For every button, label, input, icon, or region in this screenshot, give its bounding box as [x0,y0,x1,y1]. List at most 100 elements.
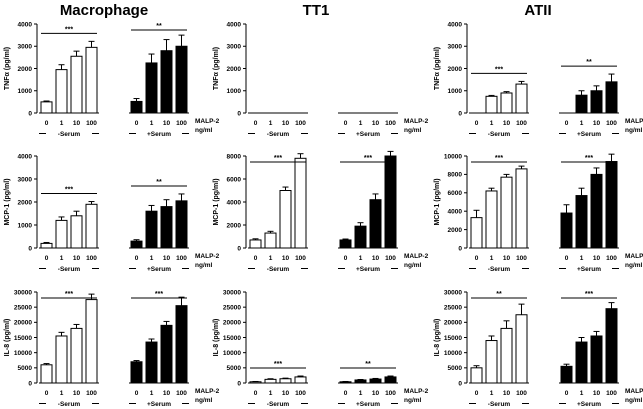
x-category-label: 10 [372,255,380,262]
significance-stars: *** [65,187,73,194]
x-category-label: 0 [475,120,479,127]
bar-serum-1 [485,95,498,114]
x-category-label: 0 [254,120,258,127]
bar-serum-1 [354,225,367,249]
bar-serum-10 [160,324,173,384]
x-category-label: 0 [254,390,258,397]
bar-serum-1 [264,232,277,249]
significance-stars: *** [585,291,593,298]
bar-serum-10 [590,173,603,249]
significance-stars: ** [496,291,502,298]
y-tick-label: 4000 [227,199,242,206]
x-category-label: 0 [344,390,348,397]
bar-serum-1 [485,190,498,249]
y-tick-label: 3000 [448,44,463,51]
bar-serum-10 [369,199,382,249]
group-label: -Serum [58,131,81,138]
group-label: +Serum [356,401,380,408]
column-title-tt1: TT1 [303,2,330,19]
y-tick-label: 0 [237,110,241,117]
y-tick-label: 0 [28,245,32,252]
significance-stars: *** [495,155,503,162]
significance-stars: ** [156,23,162,30]
y-axis-label: TNFα (pg/ml) [4,47,11,90]
bar-serum-100 [175,45,188,114]
y-tick-label: 0 [458,245,462,252]
x-category-label: 100 [516,255,527,262]
y-tick-label: 15000 [223,335,241,342]
stimulus-label: MALP-2 [195,118,220,125]
bar-serum-10 [160,206,173,249]
x-category-label: 1 [269,120,273,127]
x-category-label: 1 [60,255,64,262]
x-category-label: 1 [60,120,64,127]
y-tick-label: 2000 [227,66,242,73]
stimulus-label: MALP-2 [404,253,429,260]
x-category-label: 1 [269,390,273,397]
x-category-label: 10 [503,120,511,127]
y-tick-label: 0 [28,380,32,387]
x-category-label: 10 [73,390,81,397]
bar-serum-100 [605,81,618,114]
x-category-label: 100 [176,255,187,262]
bar-serum-0 [470,367,483,384]
unit-label: ng/ml [404,262,422,269]
bar-serum-10 [369,378,382,384]
column-title-atii: ATII [524,2,551,19]
x-category-label: 1 [580,390,584,397]
y-tick-label: 0 [237,380,241,387]
y-tick-label: 2000 [448,227,463,234]
y-tick-label: 25000 [444,304,462,311]
y-tick-label: 4000 [18,21,33,28]
x-category-label: 10 [503,390,511,397]
x-category-label: 100 [176,120,187,127]
unit-label: ng/ml [625,397,643,404]
x-category-label: 10 [282,255,290,262]
x-category-label: 100 [385,390,396,397]
stimulus-label: MALP-2 [625,118,643,125]
y-tick-label: 20000 [444,320,462,327]
bar-serum-10 [70,215,83,249]
x-category-label: 0 [475,255,479,262]
bar-serum-0 [130,240,143,249]
y-tick-label: 5000 [18,365,33,372]
bar-serum-100 [85,299,98,384]
stimulus-label: MALP-2 [625,388,643,395]
x-category-label: 100 [295,255,306,262]
x-category-label: 100 [516,390,527,397]
y-tick-label: 15000 [444,335,462,342]
x-category-label: 100 [516,120,527,127]
x-category-label: 0 [135,255,139,262]
stimulus-label: MALP-2 [625,253,643,260]
bar-serum-10 [70,327,83,384]
y-tick-label: 30000 [14,289,32,296]
unit-label: ng/ml [404,127,422,134]
y-tick-label: 5000 [227,365,242,372]
x-category-label: 10 [593,255,601,262]
x-category-label: 0 [45,120,49,127]
bar-serum-100 [175,305,188,384]
significance-stars: *** [65,26,73,33]
y-axis-label: TNFα (pg/ml) [213,47,220,90]
group-label: +Serum [577,131,601,138]
x-category-label: 0 [475,390,479,397]
x-category-label: 0 [565,120,569,127]
group-label: -Serum [488,401,511,408]
significance-stars: ** [156,179,162,186]
y-tick-label: 0 [237,245,241,252]
unit-label: ng/ml [195,397,213,404]
x-category-label: 0 [135,390,139,397]
bar-serum-1 [575,94,588,114]
bar-serum-0 [40,364,53,384]
bar-serum-10 [590,335,603,384]
x-category-label: 100 [86,390,97,397]
x-category-label: 100 [295,120,306,127]
bar-serum-0 [130,361,143,384]
y-tick-label: 0 [458,110,462,117]
y-axis-label: MCP-1 (pg/ml) [4,178,11,225]
stimulus-label: MALP-2 [404,118,429,125]
y-tick-label: 1000 [18,222,33,229]
